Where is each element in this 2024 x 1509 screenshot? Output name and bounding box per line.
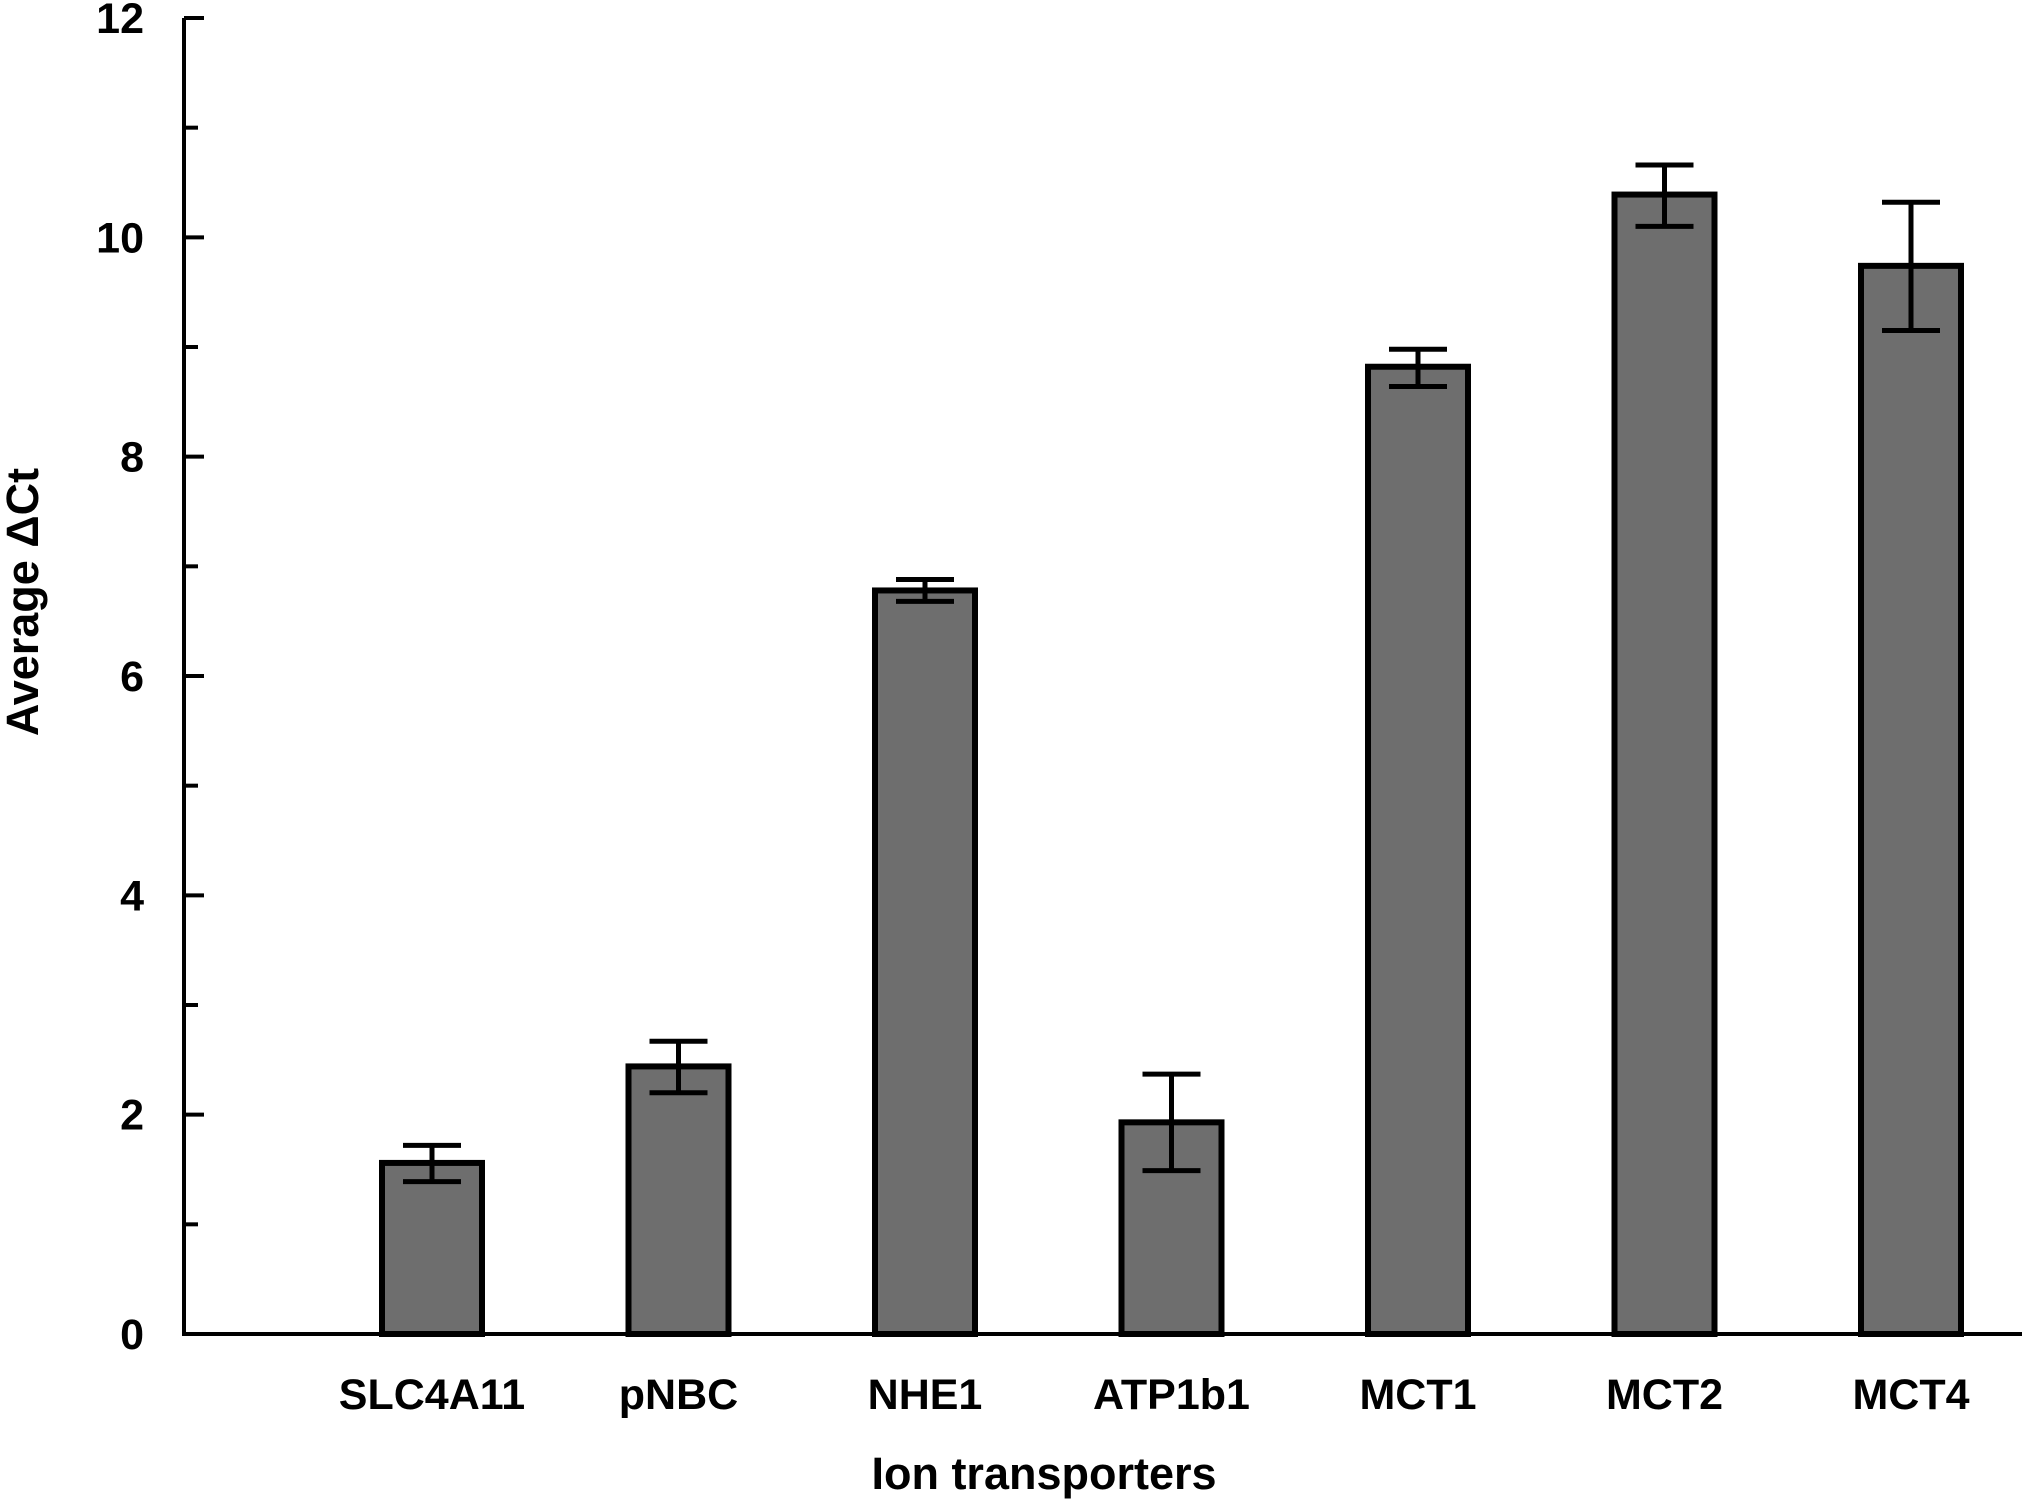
bar: [872, 587, 978, 1337]
y-tick-label: 0: [120, 1311, 144, 1359]
y-axis-tick-labels: 0 2 4 6 8 10 12: [96, 0, 144, 1359]
x-category-label: MCT2: [1606, 1371, 1723, 1419]
bar: [1118, 1119, 1225, 1338]
error-bars-group: [403, 162, 1940, 1185]
y-tick-label: 8: [120, 434, 144, 482]
x-category-label: MCT4: [1852, 1371, 1969, 1419]
y-tick-label: 10: [96, 214, 144, 262]
x-category-label: MCT1: [1359, 1371, 1476, 1419]
x-axis-category-labels: SLC4A11 pNBC NHE1 ATP1b1 MCT1 MCT2 MCT4: [339, 1371, 1970, 1419]
x-category-label: SLC4A11: [339, 1371, 525, 1419]
bar: [379, 1159, 485, 1338]
x-category-label: ATP1b1: [1093, 1371, 1250, 1419]
y-tick-label: 6: [120, 653, 144, 701]
bar: [1365, 363, 1471, 1337]
bar: [625, 1063, 732, 1337]
x-axis-title: Ion transporters: [871, 1448, 1216, 1499]
y-tick-label: 4: [120, 872, 144, 920]
x-category-label: NHE1: [868, 1371, 983, 1419]
bar: [1858, 262, 1964, 1337]
y-tick-label: 2: [120, 1092, 144, 1140]
y-tick-label: 12: [96, 0, 144, 43]
y-axis-title: Average ΔCt: [0, 468, 48, 736]
x-category-label: pNBC: [619, 1371, 738, 1419]
bar: [1611, 191, 1718, 1337]
y-axis-ticks: [184, 16, 204, 1336]
